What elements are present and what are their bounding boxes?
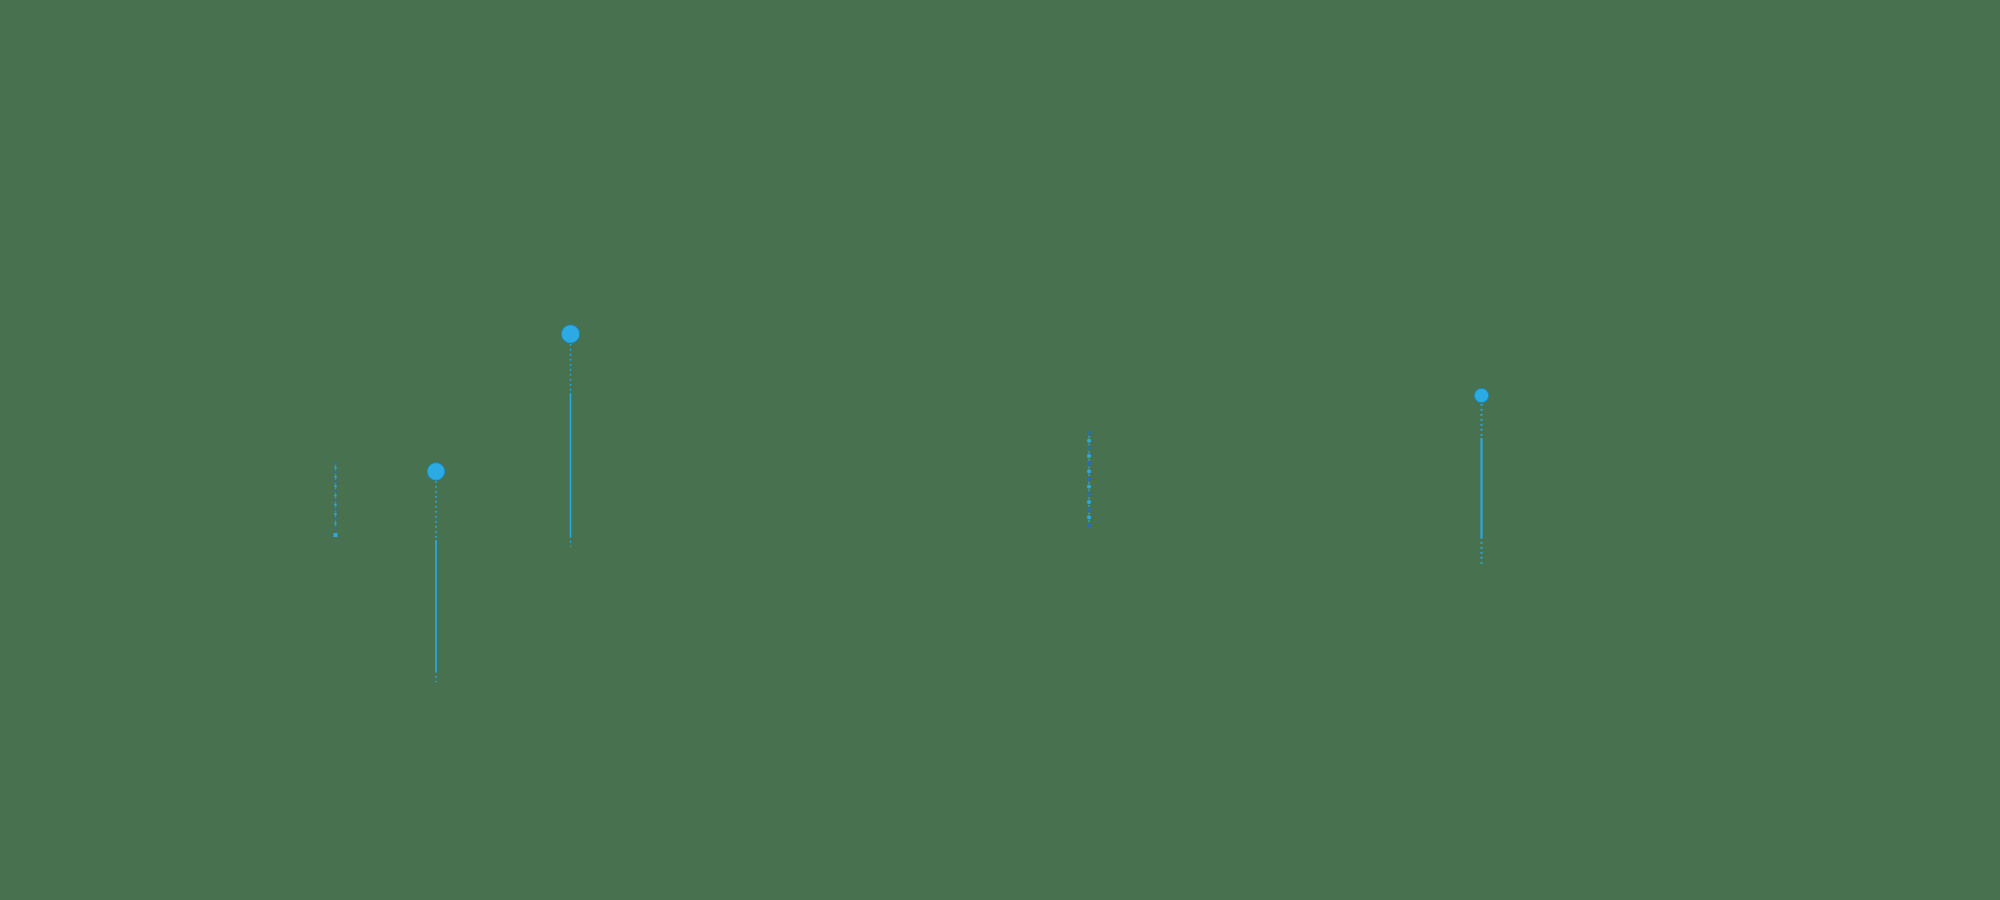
trail-dot bbox=[334, 498, 337, 502]
trail-mid-dot bbox=[334, 483, 337, 485]
trail-mid-dot bbox=[334, 501, 337, 504]
trail-mid-dot bbox=[334, 520, 337, 522]
map-pin-marker[interactable] bbox=[561, 324, 580, 547]
trail-end-square bbox=[333, 533, 338, 537]
trail-dot bbox=[334, 461, 337, 465]
trail-dot bbox=[334, 484, 337, 488]
trail-mid-dot bbox=[334, 469, 337, 471]
trail-mid-dot bbox=[1088, 451, 1090, 454]
trail-dot bbox=[1087, 469, 1091, 474]
trail-dot bbox=[334, 475, 337, 479]
trail-mid-dot bbox=[334, 506, 337, 508]
trail-dot bbox=[1087, 515, 1091, 520]
drop-trail-marker bbox=[1087, 431, 1091, 527]
trail-mid-dot bbox=[1088, 443, 1090, 446]
trail-mid-dot bbox=[1088, 481, 1090, 484]
pin-head[interactable] bbox=[426, 462, 446, 481]
trail-dot bbox=[1087, 523, 1091, 527]
map-pin-marker[interactable] bbox=[426, 462, 446, 682]
trail-mid-dot bbox=[334, 492, 337, 494]
trail-mid-dot bbox=[1088, 520, 1090, 523]
trail-mid-dot bbox=[334, 497, 337, 499]
trail-mid-dot bbox=[334, 478, 337, 480]
trail-mid-dot bbox=[1088, 497, 1090, 500]
map-pin-marker[interactable] bbox=[1474, 388, 1489, 568]
trail-mid-dot bbox=[1088, 466, 1090, 469]
pin-head[interactable] bbox=[561, 324, 580, 344]
drop-trail-marker bbox=[333, 461, 338, 537]
trail-mid-dot bbox=[1088, 435, 1090, 438]
trail-dot bbox=[334, 508, 337, 511]
trail-dot bbox=[1087, 507, 1091, 512]
trail-mid-dot bbox=[334, 525, 337, 527]
trail-mid-dot bbox=[1088, 512, 1090, 515]
trail-mid-dot bbox=[334, 474, 337, 476]
trail-dot bbox=[334, 526, 337, 530]
trail-dot bbox=[334, 503, 337, 507]
trail-dot bbox=[334, 489, 337, 493]
trail-dot bbox=[1087, 454, 1091, 458]
trail-mid-dot bbox=[334, 487, 337, 490]
trail-mid-dot bbox=[1088, 504, 1090, 507]
trail-mid-dot bbox=[1088, 489, 1090, 492]
trail-dot bbox=[334, 466, 337, 469]
trail-mid-dot bbox=[1088, 458, 1090, 461]
trail-mid-dot bbox=[1088, 474, 1090, 477]
trail-dot bbox=[334, 471, 337, 474]
trail-dot bbox=[1087, 492, 1091, 497]
trail-dot bbox=[1087, 484, 1091, 489]
pin-head[interactable] bbox=[1474, 388, 1489, 403]
trail-mid-dot bbox=[334, 515, 337, 517]
trail-dot bbox=[334, 480, 337, 483]
trail-mid-dot bbox=[334, 464, 337, 466]
trail-dot bbox=[1087, 477, 1091, 481]
trail-dot bbox=[334, 517, 337, 520]
trail-dot bbox=[334, 522, 337, 525]
trail-dot bbox=[1087, 500, 1091, 504]
trail-dot bbox=[1087, 431, 1091, 435]
trail-dot bbox=[1087, 438, 1091, 443]
trail-dot bbox=[334, 512, 337, 516]
trail-dot bbox=[334, 494, 337, 497]
trail-mid-dot bbox=[334, 511, 337, 513]
trail-dot bbox=[1087, 461, 1091, 466]
trail-dot bbox=[1087, 446, 1091, 451]
